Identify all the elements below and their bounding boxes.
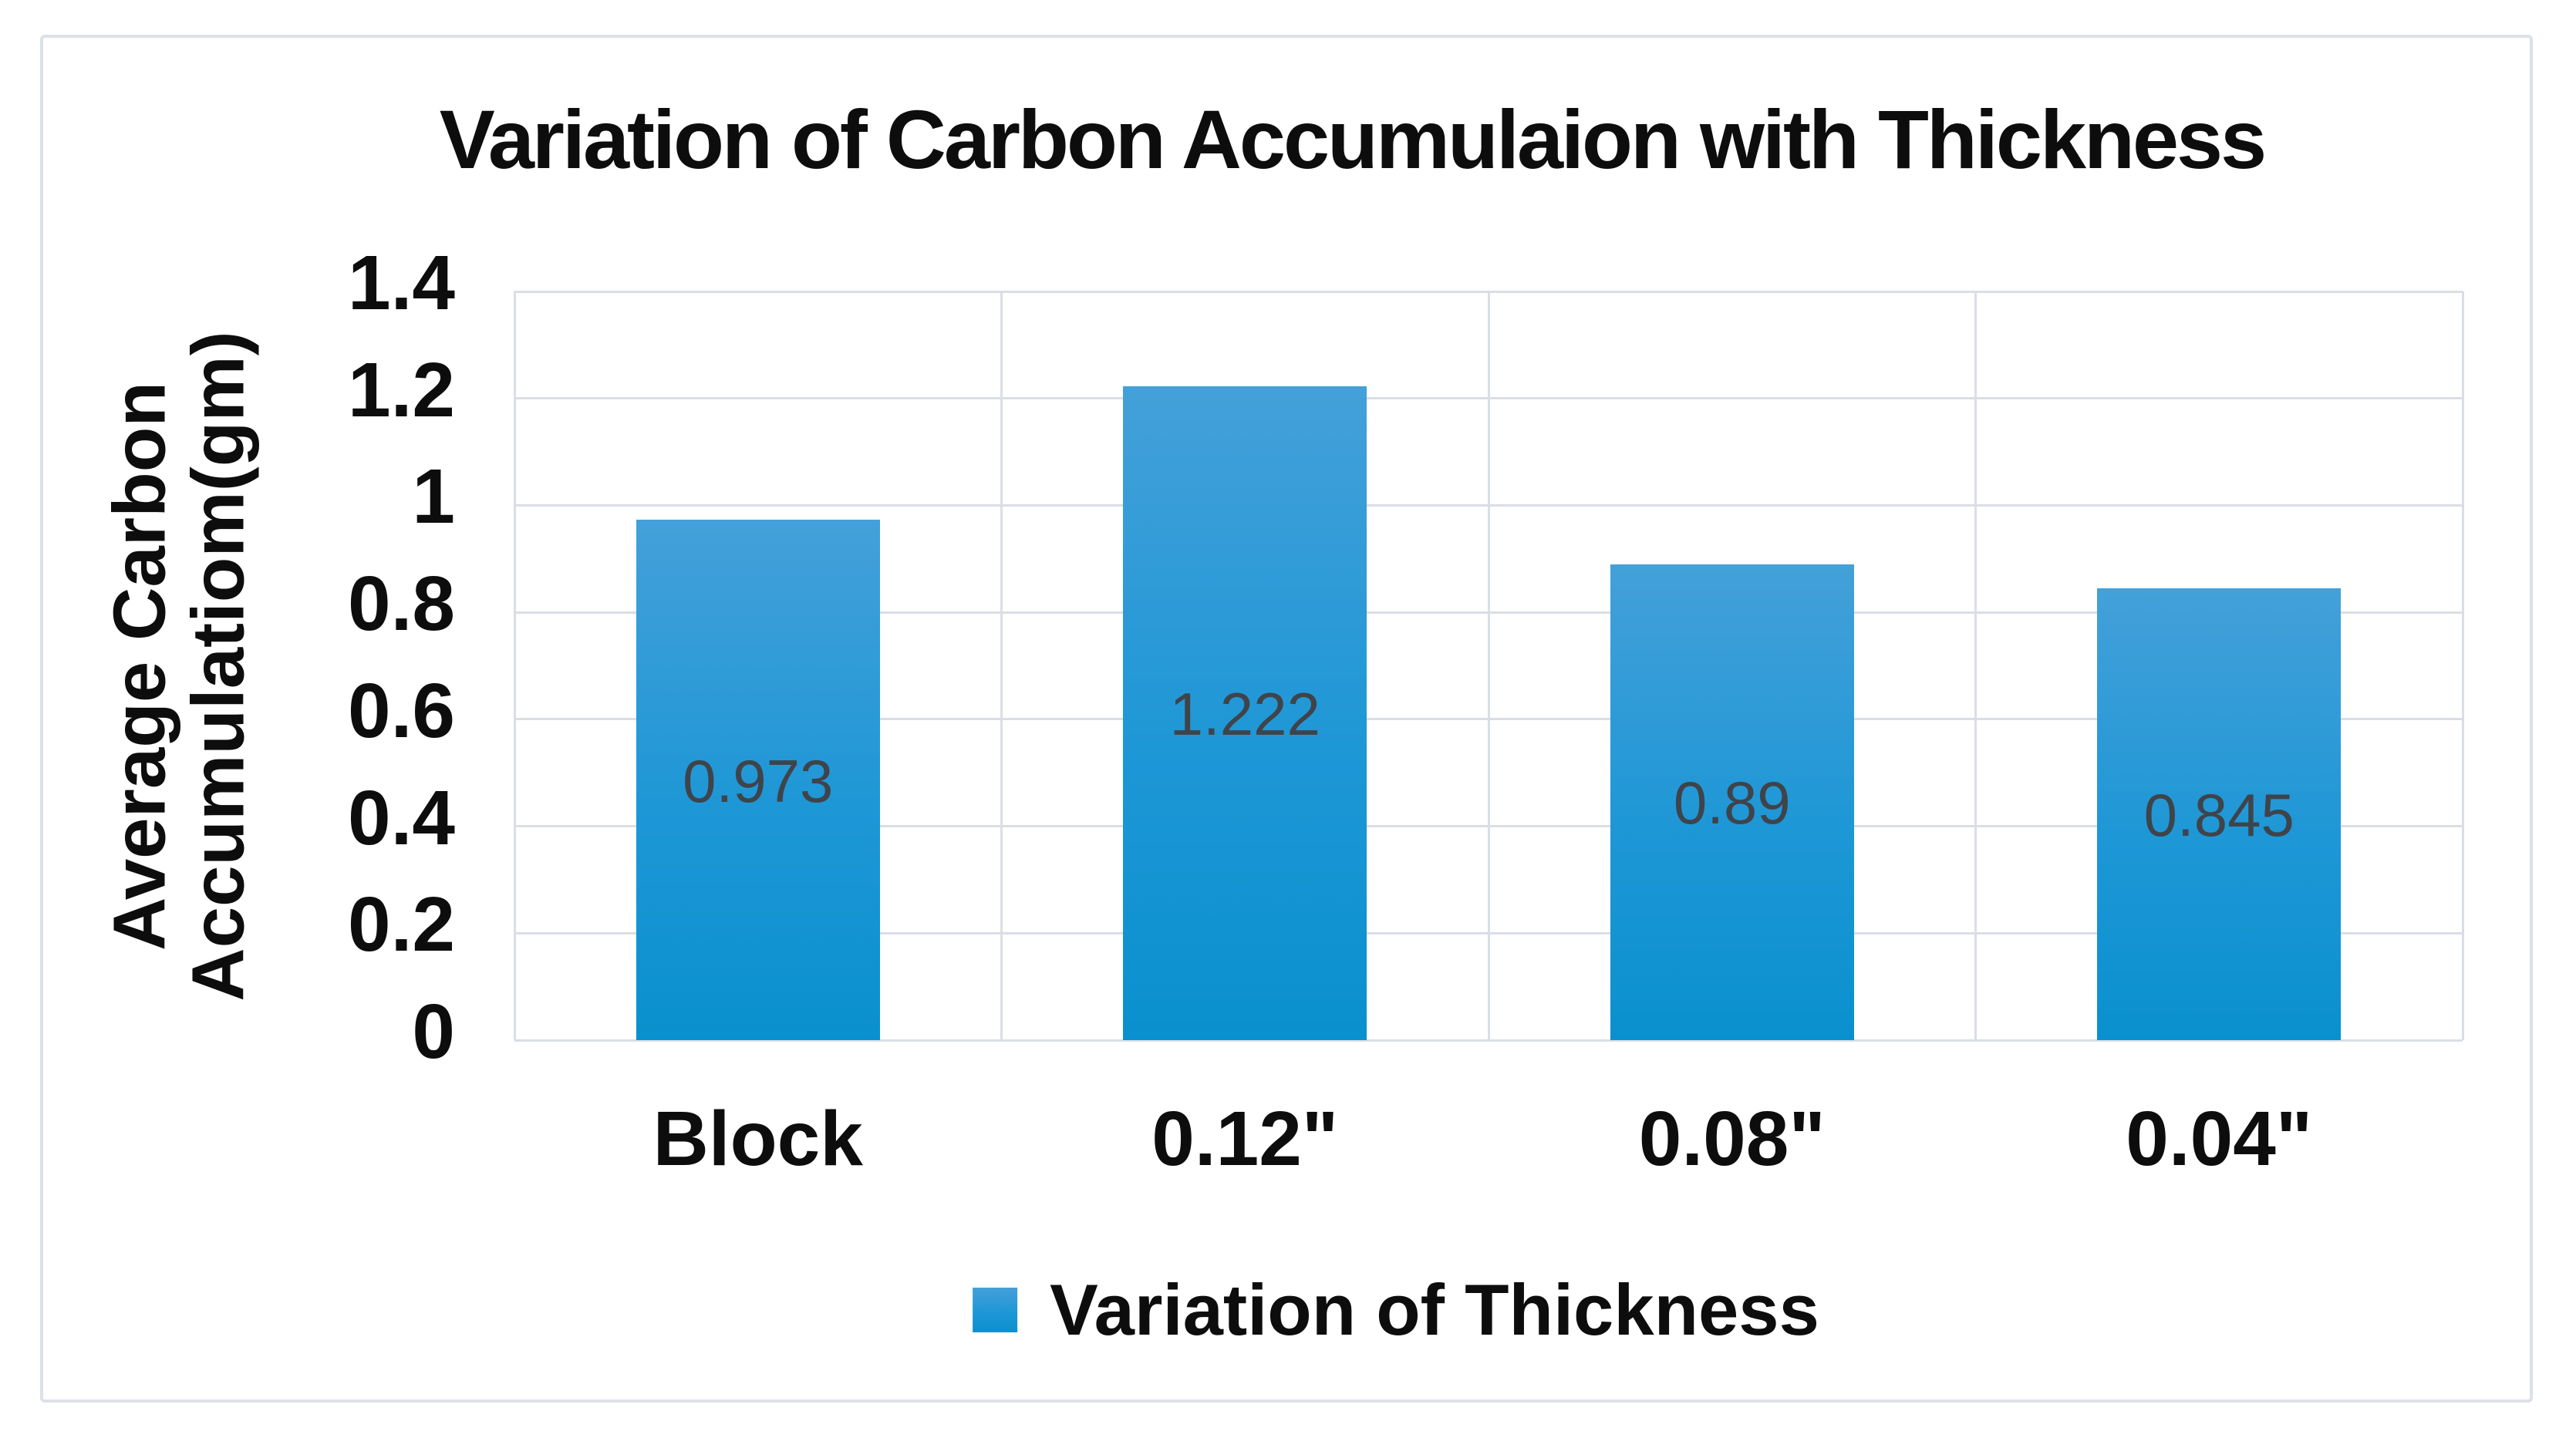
y-tick-label: 1.4 [347,240,455,326]
y-tick-label: 1 [412,453,455,540]
x-category-label: 0.04" [2126,1096,2313,1182]
x-category-label: Block [652,1096,863,1182]
x-category-label: 0.12" [1151,1096,1339,1182]
legend: Variation of Thickness [973,1274,1819,1346]
bar [1610,564,1854,1040]
h-gridline [514,1039,2463,1042]
x-category-label: 0.08" [1638,1096,1826,1182]
plot-area: 0.973 1.222 0.89 0.845 [513,290,2464,1042]
y-tick-label: 0.4 [347,774,455,861]
v-gridline [1000,291,1003,1040]
bar [2097,588,2342,1040]
y-tick-label: 0 [412,988,455,1075]
v-gridline [513,291,516,1040]
legend-label: Variation of Thickness [1050,1269,1819,1350]
v-gridline [1974,291,1977,1040]
v-gridline [2461,291,2464,1040]
y-tick-label: 0.6 [347,667,455,754]
bar [636,520,880,1040]
bar-value-label: 0.845 [2143,780,2294,849]
bar [1123,386,1367,1040]
legend-swatch-icon [973,1288,1018,1332]
y-axis-title-line-1: Average Carbon [98,382,181,951]
v-gridline [1487,291,1490,1040]
bar-value-label: 0.89 [1673,769,1791,837]
chart-title: Variation of Carbon Accumulaion with Thi… [439,93,2267,186]
y-tick-label: 0.8 [347,561,455,648]
bar-value-label: 0.973 [683,746,834,815]
y-tick-label: 0.2 [347,881,455,968]
y-tick-label: 1.2 [347,346,455,433]
bar-value-label: 1.222 [1169,680,1320,749]
